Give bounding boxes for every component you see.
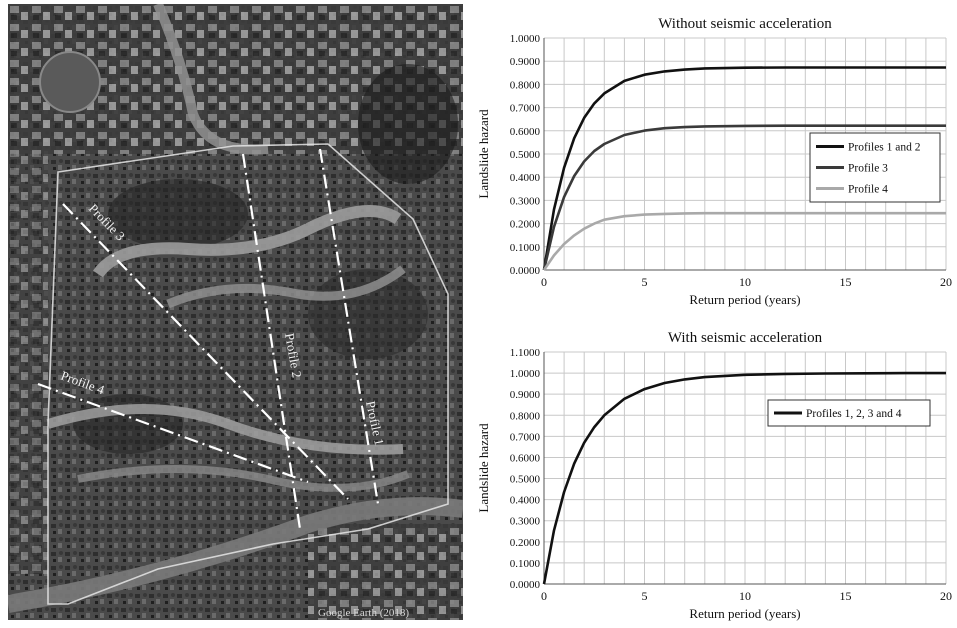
chart0-y-tick-label: 0.9000 (510, 56, 541, 68)
chart1-x-tick-label: 15 (840, 589, 852, 603)
chart0-x-tick-label: 10 (739, 275, 751, 289)
chart1-x-tick-label: 0 (541, 589, 547, 603)
chart0-series-line-0 (542, 66, 946, 271)
chart0-y-tick-label: 0.6000 (510, 126, 541, 138)
chart0-y-tick-label: 0.4000 (510, 172, 541, 184)
aerial-photo: Profile 1 Profile 2 Profile 3 Profile 4 … (8, 4, 463, 620)
chart1-series-line-0 (542, 371, 946, 585)
chart1-y-tick-label: 0.5000 (510, 474, 541, 486)
chart0-y-tick-label: 0.0000 (510, 265, 541, 277)
chart1-x-axis-label: Return period (years) (689, 606, 800, 621)
chart0-y-axis-label: Landslide hazard (476, 109, 491, 199)
chart-without-seismic: Without seismic acceleration 0.0000 0.1000… (476, 16, 952, 307)
chart1-y-tick-label: 0.7000 (510, 431, 541, 443)
chart1-legend-label-0: Profiles 1, 2, 3 and 4 (806, 408, 902, 420)
chart1-y-axis-label: Landslide hazard (476, 423, 491, 513)
chart0-series-line-1 (542, 124, 946, 271)
chart1-y-tick-label: 0.4000 (510, 495, 541, 507)
chart0-y-tick-label: 0.3000 (510, 195, 541, 207)
chart0-y-tick-label: 0.7000 (510, 103, 541, 115)
chart0-legend-label-2: Profile 4 (848, 184, 888, 196)
chart0-legend-label-0: Profiles 1 and 2 (848, 142, 921, 154)
chart0-y-tick-label: 0.1000 (510, 242, 541, 254)
chart0-x-tick-label: 15 (840, 275, 852, 289)
chart0-x-tick-label: 20 (940, 275, 952, 289)
chart1-y-tick-label: 0.6000 (510, 452, 541, 464)
chart1-y-tick-label: 0.3000 (510, 516, 541, 528)
chart1-y-tick-label: 0.2000 (510, 537, 541, 549)
chart1-y-tick-label: 0.1000 (510, 558, 541, 570)
chart0-x-tick-label: 0 (541, 275, 547, 289)
chart1-y-tick-label: 0.8000 (510, 410, 541, 422)
chart1-y-tick-label: 0.9000 (510, 389, 541, 401)
chart0-y-tick-label: 0.8000 (510, 79, 541, 91)
chart0-series-line-2 (542, 211, 946, 271)
chart0-y-tick-label: 0.2000 (510, 219, 541, 231)
chart0-title: Without seismic acceleration (658, 16, 832, 32)
chart0-x-axis-label: Return period (years) (689, 292, 800, 307)
chart1-y-tick-label: 1.1000 (510, 347, 541, 359)
chart1-x-tick-label: 20 (940, 589, 952, 603)
chart0-x-tick-label: 5 (642, 275, 648, 289)
image-attribution: Google Earth (2018) (318, 607, 409, 619)
chart1-y-tick-label: 1.0000 (510, 368, 541, 380)
chart0-y-tick-label: 0.5000 (510, 149, 541, 161)
chart0-y-tick-label: 1.0000 (510, 33, 541, 45)
chart1-title: With seismic acceleration (668, 330, 823, 346)
chart0-legend-label-1: Profile 3 (848, 163, 888, 175)
chart1-x-tick-label: 10 (739, 589, 751, 603)
chart1-x-tick-label: 5 (642, 589, 648, 603)
chart1-y-tick-label: 0.0000 (510, 579, 541, 591)
chart-with-seismic: With seismic acceleration 0.0000 0.1000 0.2… (476, 330, 952, 621)
